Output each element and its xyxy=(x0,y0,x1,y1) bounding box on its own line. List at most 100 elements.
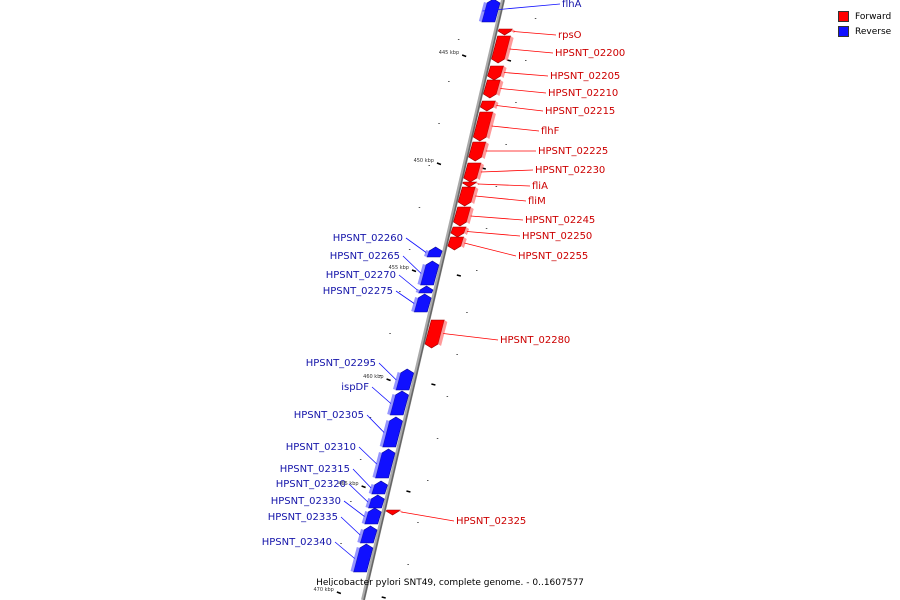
gene-HPSNT_02335[interactable]: HPSNT_02335 xyxy=(268,512,378,544)
gene-label[interactable]: HPSNT_02265 xyxy=(330,251,400,262)
gene-shape[interactable] xyxy=(420,260,440,286)
gene-flhA[interactable]: flhA xyxy=(478,0,582,23)
gene-shape[interactable] xyxy=(453,206,472,227)
gene-HPSNT_02210[interactable]: HPSNT_02210 xyxy=(483,79,618,99)
gene-leader-line xyxy=(334,541,355,559)
gene-label[interactable]: ispDF xyxy=(341,382,369,393)
gene-label[interactable]: HPSNT_02335 xyxy=(268,512,338,523)
gene-HPSNT_02295[interactable]: HPSNT_02295 xyxy=(306,358,415,391)
gene-label[interactable]: HPSNT_02200 xyxy=(555,48,625,59)
gene-HPSNT_02265[interactable]: HPSNT_02265 xyxy=(330,251,440,286)
gene-HPSNT_02200[interactable]: HPSNT_02200 xyxy=(491,35,626,64)
gene-shade xyxy=(500,66,507,78)
gene-label[interactable]: fliA xyxy=(532,181,548,192)
gene-HPSNT_02215[interactable]: HPSNT_02215 xyxy=(479,100,615,117)
gene-leader-line xyxy=(491,125,540,132)
gene-shape[interactable] xyxy=(479,100,496,112)
gene-shape[interactable] xyxy=(462,181,478,188)
gene-shape[interactable] xyxy=(450,226,467,238)
gene-shape[interactable] xyxy=(353,543,374,573)
gene-label[interactable]: HPSNT_02215 xyxy=(545,106,615,117)
gene-label[interactable]: HPSNT_02280 xyxy=(500,335,570,346)
gene-leader-line xyxy=(343,500,365,517)
gene-leader-line xyxy=(504,72,549,77)
gene-HPSNT_02260[interactable]: HPSNT_02260 xyxy=(333,233,443,258)
gene-fliA[interactable]: fliA xyxy=(462,181,548,192)
gene-label[interactable]: HPSNT_02305 xyxy=(294,410,364,421)
gene-label[interactable]: flhF xyxy=(541,126,560,137)
gene-label[interactable]: HPSNT_02275 xyxy=(323,286,393,297)
gene-HPSNT_02225[interactable]: HPSNT_02225 xyxy=(468,141,609,162)
minor-tick xyxy=(505,144,507,145)
gene-fliM[interactable]: fliM xyxy=(457,186,546,207)
gene-shade xyxy=(387,394,396,415)
gene-label[interactable]: HPSNT_02330 xyxy=(271,496,341,507)
gene-HPSNT_02230[interactable]: HPSNT_02230 xyxy=(463,162,606,183)
gene-shape[interactable] xyxy=(491,35,511,64)
gene-shape[interactable] xyxy=(463,162,482,183)
gene-shape[interactable] xyxy=(364,507,382,525)
gene-HPSNT_02315[interactable]: HPSNT_02315 xyxy=(280,464,388,495)
gene-shape[interactable] xyxy=(426,246,443,258)
gene-shape[interactable] xyxy=(468,141,487,162)
gene-HPSNT_02340[interactable]: HPSNT_02340 xyxy=(262,537,374,573)
minor-tick xyxy=(330,585,332,586)
major-tick xyxy=(361,485,366,489)
gene-shape[interactable] xyxy=(447,236,465,251)
gene-label[interactable]: HPSNT_02205 xyxy=(550,71,620,82)
gene-shape[interactable] xyxy=(413,293,432,313)
gene-label[interactable]: rpsO xyxy=(558,30,582,41)
gene-HPSNT_02280[interactable]: HPSNT_02280 xyxy=(424,319,570,349)
gene-shape[interactable] xyxy=(481,0,501,23)
gene-shape[interactable] xyxy=(368,494,385,509)
gene-HPSNT_02310[interactable]: HPSNT_02310 xyxy=(286,442,396,479)
gene-label[interactable]: flhA xyxy=(562,0,582,10)
gene-label[interactable]: HPSNT_02245 xyxy=(525,215,595,226)
gene-HPSNT_02325[interactable]: HPSNT_02325 xyxy=(385,509,526,527)
gene-flhF[interactable]: flhF xyxy=(472,111,560,142)
gene-shape[interactable] xyxy=(371,480,388,495)
gene-HPSNT_02275[interactable]: HPSNT_02275 xyxy=(323,286,432,313)
gene-leader-line xyxy=(496,105,544,112)
gene-shape[interactable] xyxy=(497,28,513,36)
gene-label[interactable]: HPSNT_02315 xyxy=(280,464,350,475)
gene-shape[interactable] xyxy=(424,319,445,349)
gene-label[interactable]: HPSNT_02230 xyxy=(535,165,605,176)
gene-shape[interactable] xyxy=(375,448,396,479)
gene-label[interactable]: HPSNT_02325 xyxy=(456,516,526,527)
gene-rpsO[interactable]: rpsO xyxy=(497,28,582,41)
gene-HPSNT_02250[interactable]: HPSNT_02250 xyxy=(450,226,592,242)
gene-label[interactable]: fliM xyxy=(528,196,546,207)
gene-shape[interactable] xyxy=(487,65,505,81)
gene-label[interactable]: HPSNT_02260 xyxy=(333,233,403,244)
gene-label[interactable]: HPSNT_02225 xyxy=(538,146,608,157)
gene-shape[interactable] xyxy=(395,368,415,391)
gene-shape[interactable] xyxy=(389,390,409,416)
gene-HPSNT_02330[interactable]: HPSNT_02330 xyxy=(271,496,382,525)
gene-HPSNT_02305[interactable]: HPSNT_02305 xyxy=(294,410,403,448)
gene-shape[interactable] xyxy=(382,416,403,448)
gene-label[interactable]: HPSNT_02340 xyxy=(262,537,332,548)
gene-leader-line xyxy=(470,215,524,221)
gene-shape[interactable] xyxy=(483,79,501,99)
gene-shade xyxy=(504,36,514,61)
gene-label[interactable]: HPSNT_02320 xyxy=(276,479,346,490)
gene-label[interactable]: HPSNT_02310 xyxy=(286,442,356,453)
gene-label[interactable]: HPSNT_02270 xyxy=(326,270,396,281)
gene-shape[interactable] xyxy=(457,186,476,207)
gene-HPSNT_02320[interactable]: HPSNT_02320 xyxy=(276,479,385,509)
gene-ispDF[interactable]: ispDF xyxy=(341,382,409,416)
gene-shape[interactable] xyxy=(472,111,494,142)
gene-shape[interactable] xyxy=(418,285,434,294)
gene-label[interactable]: HPSNT_02210 xyxy=(548,88,618,99)
gene-shape[interactable] xyxy=(385,509,401,516)
gene-label[interactable]: HPSNT_02255 xyxy=(518,251,588,262)
gene-HPSNT_02205[interactable]: HPSNT_02205 xyxy=(487,65,621,82)
gene-HPSNT_02270[interactable]: HPSNT_02270 xyxy=(326,270,434,294)
gene-HPSNT_02255[interactable]: HPSNT_02255 xyxy=(447,236,588,262)
gene-label[interactable]: HPSNT_02295 xyxy=(306,358,376,369)
gene-shape[interactable] xyxy=(359,525,378,544)
gene-HPSNT_02245[interactable]: HPSNT_02245 xyxy=(453,206,596,227)
gene-label[interactable]: HPSNT_02250 xyxy=(522,231,592,242)
gene-shade xyxy=(460,237,467,248)
